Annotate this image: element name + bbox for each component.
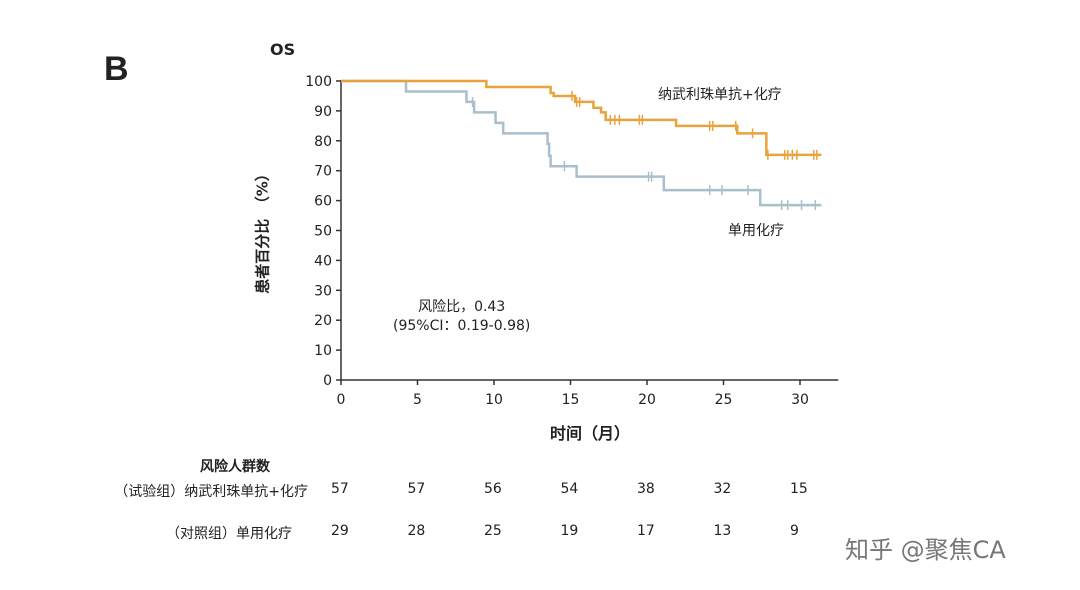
risk-row-label-treatment: （试验组）纳武利珠单抗+化疗 (114, 484, 308, 500)
panel-label: B (104, 50, 129, 88)
risk-count: 54 (560, 481, 579, 497)
chart-title: OS (270, 40, 296, 59)
risk-count: 57 (331, 481, 349, 497)
x-tick-label: 15 (562, 392, 580, 408)
y-tick-label: 50 (314, 224, 332, 240)
survival-curve (341, 79, 822, 157)
risk-row-label-control: （对照组）单用化疗 (166, 526, 292, 542)
confidence-interval: (95%CI：0.19-0.98) (393, 318, 531, 334)
x-tick-label: 30 (791, 392, 809, 408)
risk-count: 17 (637, 523, 655, 539)
legend-label-treatment: 纳武利珠单抗+化疗 (658, 87, 782, 103)
risk-count: 13 (713, 523, 732, 539)
risk-count: 19 (560, 523, 579, 539)
y-tick-label: 0 (323, 373, 332, 389)
y-tick-label: 80 (314, 134, 332, 150)
watermark: 知乎 @聚焦CA (845, 536, 1006, 564)
risk-count: 57 (407, 481, 426, 497)
risk-count: 29 (331, 523, 349, 539)
risk-count: 38 (637, 481, 655, 497)
x-tick-label: 20 (638, 392, 656, 408)
survival-curve (341, 79, 822, 207)
x-tick-label: 25 (715, 392, 733, 408)
y-tick-label: 30 (314, 283, 332, 299)
y-tick-label: 10 (314, 343, 332, 359)
hazard-ratio-annotation: 风险比，0.43 (95%CI：0.19-0.98) (393, 298, 530, 336)
risk-table-title: 风险人群数 (200, 459, 270, 475)
x-tick-label: 0 (337, 392, 346, 408)
y-tick-label: 70 (314, 164, 332, 180)
x-axis-label: 时间（月） (550, 424, 631, 443)
legend-label-control: 单用化疗 (728, 223, 784, 239)
y-tick-label: 20 (314, 313, 332, 329)
y-tick-label: 90 (314, 104, 332, 120)
risk-count: 56 (484, 481, 502, 497)
y-tick-label: 100 (305, 74, 332, 90)
risk-count: 32 (713, 481, 732, 497)
y-tick-label: 60 (314, 194, 332, 210)
y-tick-label: 40 (314, 253, 332, 269)
hazard-ratio: 风险比，0.43 (418, 299, 506, 315)
x-tick-label: 5 (413, 392, 422, 408)
risk-count: 25 (484, 523, 502, 539)
x-tick-label: 10 (485, 392, 503, 408)
risk-count: 28 (407, 523, 426, 539)
risk-count: 15 (790, 481, 808, 497)
risk-count: 9 (790, 523, 799, 539)
